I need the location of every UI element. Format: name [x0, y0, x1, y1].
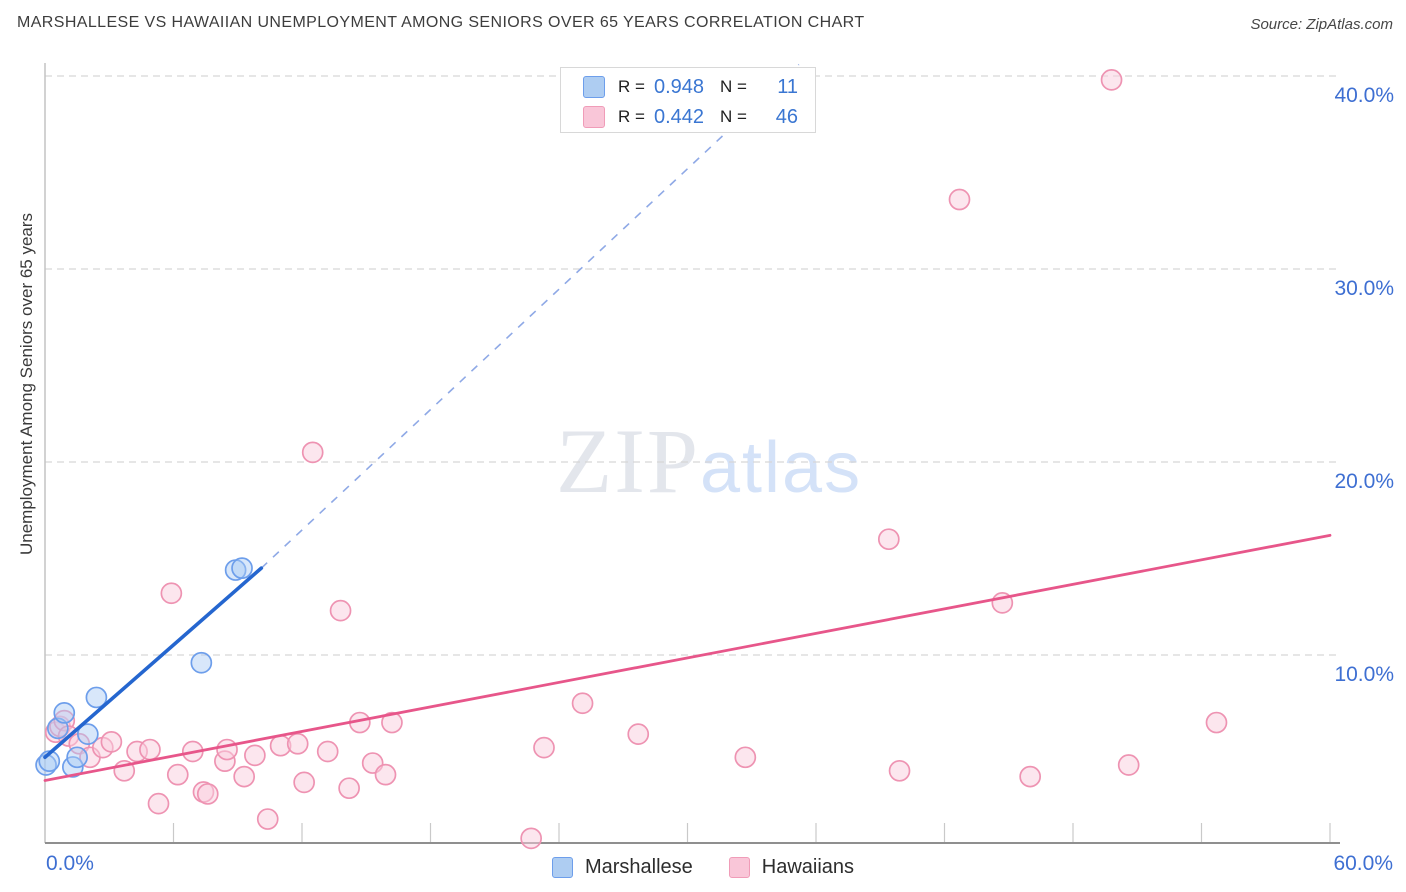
- y-tick-label-20: 20.0%: [1334, 470, 1394, 493]
- data-point-marshallese[interactable]: [231, 557, 253, 580]
- series-legend: Marshallese Hawaiians: [0, 850, 1406, 884]
- marshallese-swatch-icon: [551, 856, 573, 878]
- trend-line-hawaiians: [43, 533, 1332, 782]
- n-label: N =: [720, 77, 747, 96]
- marshallese-swatch-icon: [583, 76, 605, 98]
- data-point-hawaiians[interactable]: [338, 777, 360, 800]
- y-tick-label-10: 10.0%: [1334, 663, 1394, 686]
- data-point-marshallese[interactable]: [85, 686, 108, 709]
- data-point-hawaiians[interactable]: [166, 763, 189, 786]
- legend-label: Hawaiians: [761, 855, 855, 878]
- data-point-hawaiians[interactable]: [286, 732, 309, 755]
- data-point-marshallese[interactable]: [190, 651, 213, 674]
- data-point-hawaiians[interactable]: [216, 738, 238, 761]
- r-value: 0.948: [654, 75, 705, 98]
- data-point-hawaiians[interactable]: [329, 599, 352, 622]
- data-point-hawaiians[interactable]: [233, 765, 256, 788]
- watermark-zip-text: ZIP: [556, 410, 700, 512]
- legend-item-marshallese: Marshallese: [551, 855, 693, 879]
- n-value: 46: [775, 105, 798, 128]
- r-label: R =: [618, 77, 645, 96]
- hawaiians-swatch-icon: [583, 106, 605, 128]
- data-point-marshallese[interactable]: [66, 746, 88, 769]
- data-point-hawaiians[interactable]: [627, 723, 650, 745]
- legend-row-hawaiians: R = 0.442 N = 46: [561, 104, 798, 130]
- source-note: Source: ZipAtlas.com: [1250, 16, 1393, 33]
- r-label: R =: [618, 107, 645, 126]
- data-point-hawaiians[interactable]: [160, 582, 183, 605]
- hawaiians-swatch-icon: [728, 856, 750, 878]
- data-point-hawaiians[interactable]: [301, 441, 324, 464]
- data-point-hawaiians[interactable]: [293, 771, 315, 794]
- data-point-hawaiians[interactable]: [948, 188, 971, 211]
- r-value: 0.442: [654, 105, 705, 128]
- data-point-marshallese[interactable]: [53, 702, 76, 724]
- x-tick-label-min: 0.0%: [46, 852, 94, 875]
- n-label: N =: [720, 107, 747, 126]
- n-value: 11: [777, 75, 798, 98]
- data-point-hawaiians[interactable]: [888, 759, 911, 782]
- zipatlas-watermark: ZIPatlas: [556, 408, 862, 514]
- data-point-hawaiians[interactable]: [1019, 765, 1042, 788]
- page-title: MARSHALLESE VS HAWAIIAN UNEMPLOYMENT AMO…: [17, 14, 865, 31]
- y-tick-label-40: 40.0%: [1334, 84, 1394, 107]
- legend-label: Marshallese: [584, 855, 693, 878]
- data-point-hawaiians[interactable]: [520, 827, 543, 850]
- data-point-hawaiians[interactable]: [734, 746, 757, 769]
- data-point-hawaiians[interactable]: [533, 736, 555, 759]
- x-tick-label-max: 60.0%: [1333, 852, 1393, 875]
- correlation-legend-box: R = 0.948 N = 11 R = 0.442 N = 46: [560, 67, 816, 133]
- data-point-hawaiians[interactable]: [1100, 69, 1123, 91]
- data-point-hawaiians[interactable]: [100, 730, 123, 753]
- watermark-atlas-text: atlas: [700, 428, 863, 508]
- data-point-hawaiians[interactable]: [571, 692, 594, 715]
- legend-row-marshallese: R = 0.948 N = 11: [561, 74, 798, 100]
- data-point-hawaiians[interactable]: [381, 711, 403, 734]
- data-point-hawaiians[interactable]: [196, 783, 219, 805]
- data-point-hawaiians[interactable]: [139, 738, 161, 761]
- data-point-hawaiians[interactable]: [316, 740, 339, 763]
- data-point-hawaiians[interactable]: [1117, 754, 1140, 776]
- data-point-hawaiians[interactable]: [244, 744, 266, 767]
- data-point-hawaiians[interactable]: [374, 763, 397, 786]
- legend-item-hawaiians: Hawaiians: [728, 855, 855, 879]
- data-point-hawaiians[interactable]: [1205, 711, 1228, 734]
- trend-line-dashed-marshallese: [260, 63, 800, 569]
- data-point-hawaiians[interactable]: [147, 792, 170, 815]
- trend-line-marshallese: [43, 566, 264, 760]
- data-point-marshallese[interactable]: [76, 723, 99, 745]
- data-point-hawaiians[interactable]: [256, 808, 279, 830]
- y-tick-label-30: 30.0%: [1334, 277, 1394, 300]
- data-point-hawaiians[interactable]: [877, 528, 900, 551]
